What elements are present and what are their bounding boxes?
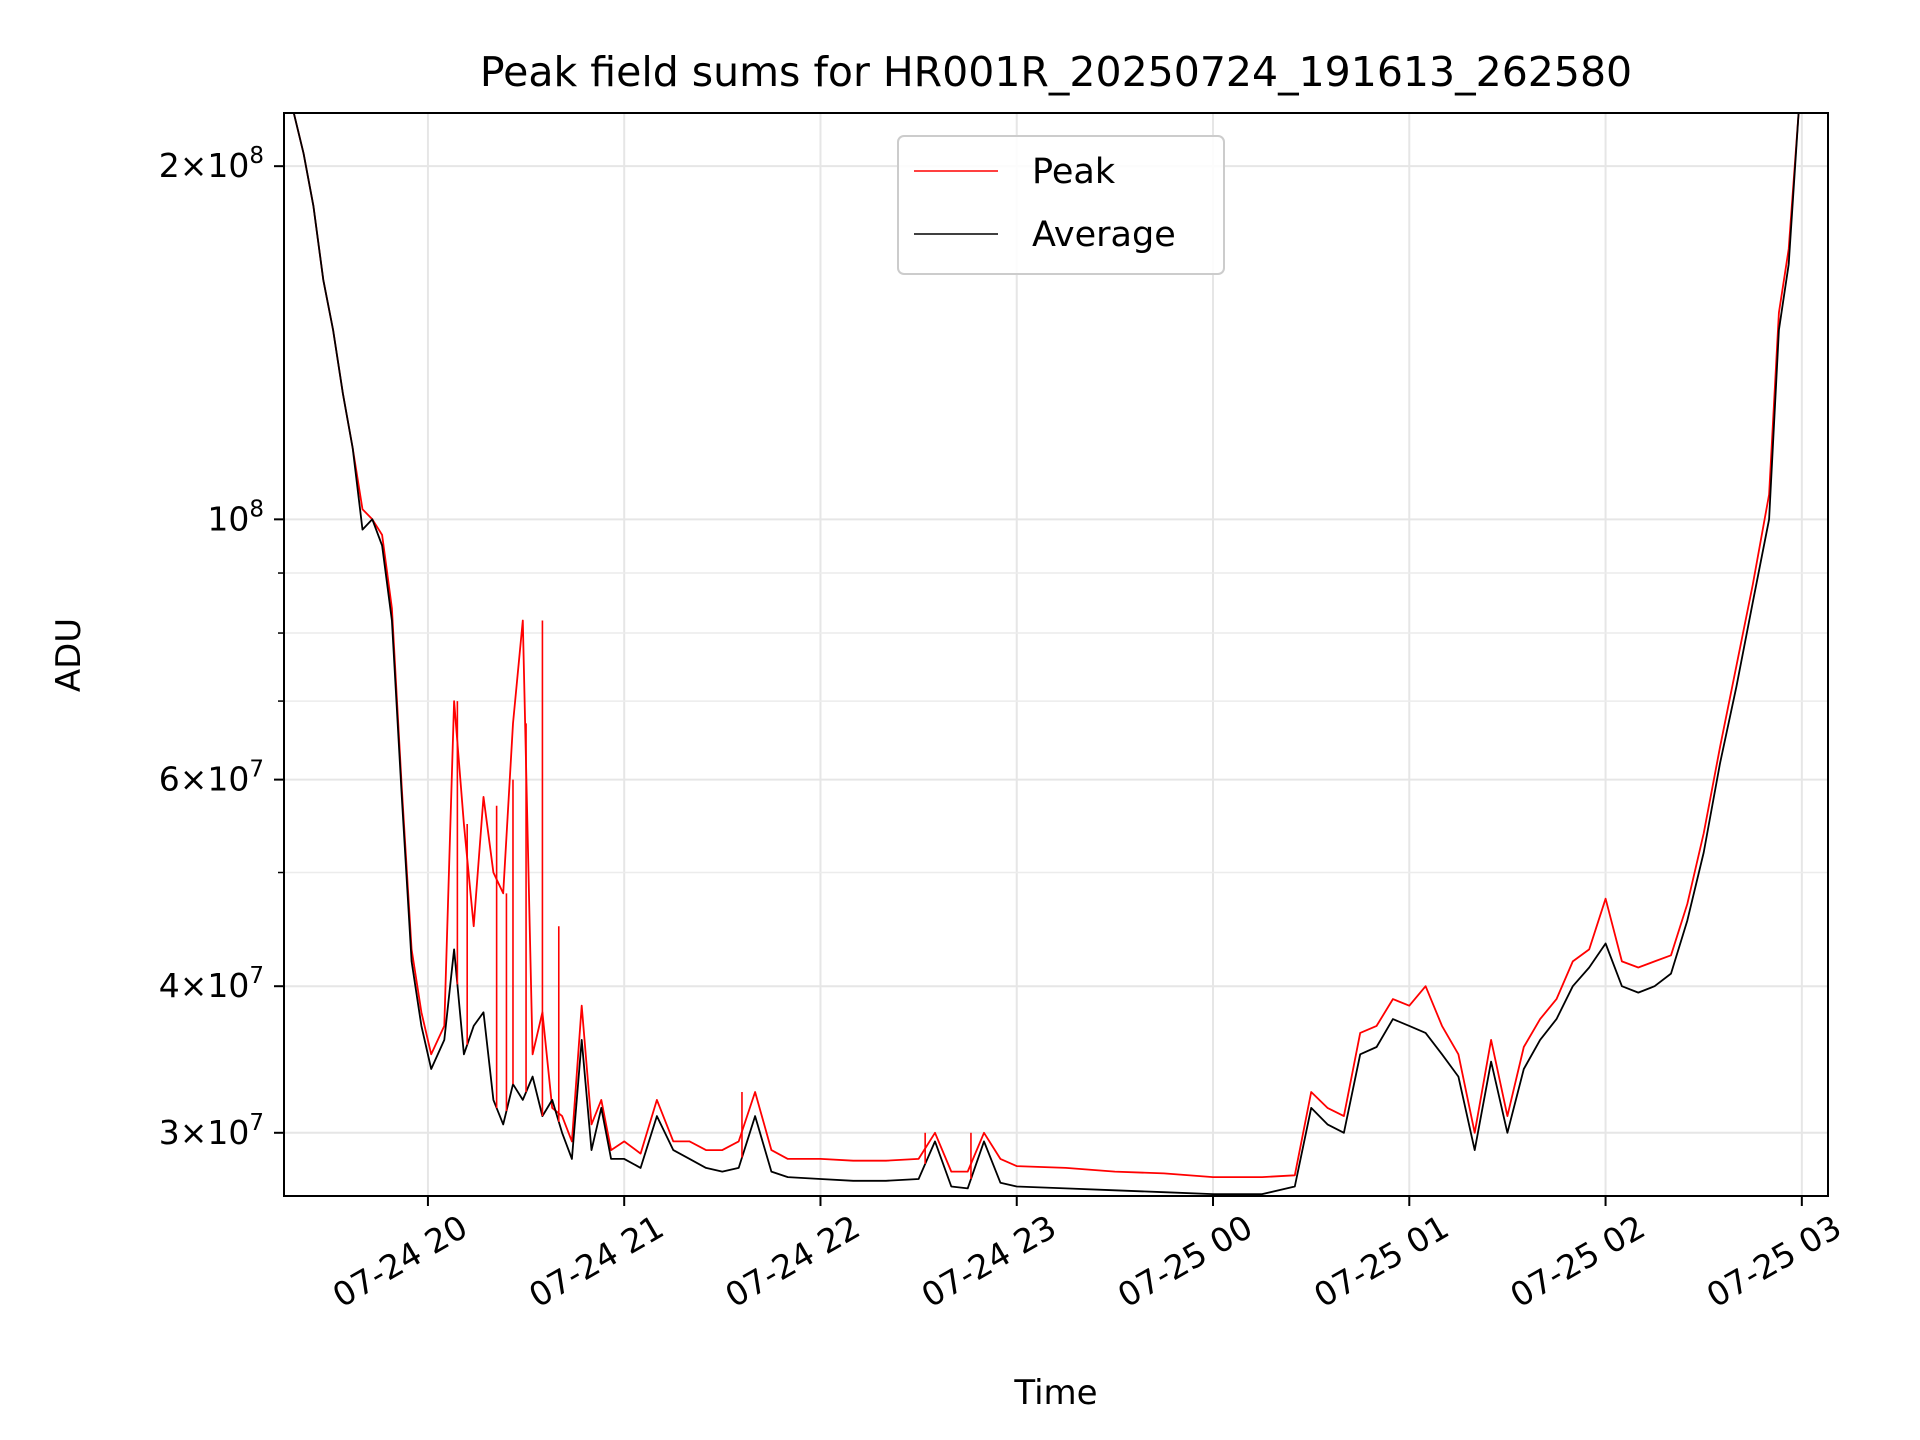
y-tick-label: 2×108 [159,143,264,185]
legend: Peak Average [897,135,1225,275]
x-axis-label: Time [1013,1373,1097,1413]
y-tick-label: 4×107 [159,963,264,1005]
grid [284,113,1828,1196]
legend-label-average: Average [1032,215,1176,255]
series-line-average [284,113,1800,1195]
legend-label-peak: Peak [1032,152,1116,192]
y-tick-label: 3×107 [159,1110,264,1152]
y-axis-label: ADU [49,618,89,692]
y-tick-label: 108 [207,496,264,538]
chart-title: Peak field sums for HR001R_20250724_1916… [480,48,1632,96]
series-line-peak [284,113,1800,1178]
y-axis-ticks: 3×107 4×107 6×107 108 2×108 [159,143,284,1152]
y-tick-label: 6×107 [159,757,264,799]
plot-lines [284,113,1800,1195]
plot-frame [283,112,1829,1197]
